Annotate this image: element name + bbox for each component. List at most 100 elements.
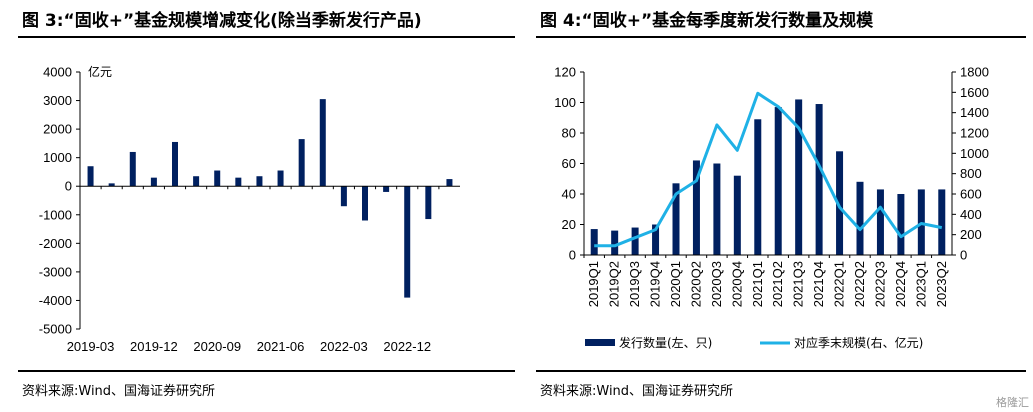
- left-y-tick-label: 60: [562, 156, 576, 171]
- x-tick-label: 2022Q1: [832, 261, 847, 307]
- x-tick-label: 2022-03: [320, 339, 368, 354]
- y-tick-label: 2000: [43, 122, 72, 137]
- line-series: [594, 91, 943, 248]
- right-y-tick-label: 1000: [960, 146, 989, 161]
- x-tick-label: 2019-03: [67, 339, 115, 354]
- left-source-rule: [18, 370, 515, 372]
- bar: [836, 151, 844, 255]
- right-y-tick-label: 1400: [960, 105, 989, 120]
- bar: [256, 176, 263, 187]
- right-y-tick-label: 600: [960, 187, 982, 202]
- x-tick-label: 2020Q4: [729, 261, 744, 307]
- bar: [235, 177, 242, 187]
- bar: [108, 183, 115, 187]
- x-tick-label: 2020Q1: [668, 261, 683, 307]
- x-tick-label: 2021Q1: [750, 261, 765, 307]
- x-tick-label: 2020-09: [193, 339, 241, 354]
- bar: [362, 186, 368, 221]
- left-y-tick-label: 20: [562, 217, 576, 232]
- left-title-rule: [18, 36, 515, 38]
- right-y-tick-label: 1600: [960, 85, 989, 100]
- x-tick-label: 2023Q1: [913, 261, 928, 307]
- left-y-tick-label: 40: [562, 187, 576, 202]
- bar: [733, 175, 741, 255]
- x-tick-label: 2021Q2: [770, 261, 785, 307]
- y-tick-label: 3000: [43, 93, 72, 108]
- x-tick-label: 2022-12: [383, 339, 431, 354]
- right-y-tick-label: 800: [960, 166, 982, 181]
- y-tick-label: 1000: [43, 150, 72, 165]
- bar: [611, 230, 619, 255]
- right-title-rule: [536, 36, 1026, 38]
- x-tick-label: 2020Q3: [709, 261, 724, 307]
- right-y-tick-label: 1800: [960, 65, 989, 80]
- left-y-tick-label: 80: [562, 126, 576, 141]
- bar: [876, 189, 884, 255]
- bar: [87, 166, 94, 187]
- bar: [404, 186, 411, 298]
- bar: [672, 183, 680, 255]
- x-tick-label: 2019-12: [130, 339, 178, 354]
- x-tick-label: 2022Q2: [852, 261, 867, 307]
- bar: [383, 186, 390, 192]
- left-source-note: 资料来源:Wind、国海证券研究所: [22, 384, 216, 399]
- bar: [277, 170, 284, 187]
- bar: [298, 139, 305, 187]
- x-tick-label: 2022Q3: [872, 261, 887, 307]
- legend-bar-label: 发行数量(左、只): [619, 335, 712, 350]
- y-tick-label: 4000: [43, 65, 72, 80]
- bar: [815, 104, 823, 256]
- right-chart-title: 图 4:“固收+”基金每季度新发行数量及规模: [540, 11, 874, 31]
- right-y-tick-label: 400: [960, 207, 982, 222]
- left-y-tick-label: 100: [554, 95, 576, 110]
- bar: [652, 224, 660, 255]
- bar: [150, 177, 157, 187]
- left-y-tick-label: 0: [569, 248, 576, 263]
- x-tick-label: 2019Q1: [586, 261, 601, 307]
- x-tick-label: 2019Q3: [627, 261, 642, 307]
- y-tick-label: -4000: [39, 293, 72, 308]
- left-y-tick-label: 120: [554, 65, 576, 80]
- right-y-tick-label: 200: [960, 227, 982, 242]
- left-chart-title: 图 3:“固收+”基金规模增减变化(除当季新发行产品): [22, 11, 422, 31]
- x-tick-label: 2021-06: [257, 339, 305, 354]
- bar: [446, 179, 453, 187]
- y-axis-unit-label: 亿元: [88, 64, 112, 79]
- bar: [631, 227, 639, 255]
- bar: [713, 163, 721, 255]
- bar: [938, 189, 946, 255]
- legend-bar-swatch: [585, 339, 615, 346]
- y-tick-label: -2000: [39, 236, 72, 251]
- x-tick-label: 2019Q2: [607, 261, 622, 307]
- bar: [754, 119, 762, 256]
- x-tick-label: 2021Q3: [791, 261, 806, 307]
- bar: [795, 99, 803, 255]
- bar: [340, 186, 347, 207]
- bar: [214, 170, 221, 187]
- right-y-tick-label: 1200: [960, 126, 989, 141]
- y-tick-label: 0: [65, 179, 72, 194]
- legend-line-label: 对应季末规模(右、亿元): [794, 335, 923, 350]
- x-tick-label: 2022Q4: [893, 261, 908, 307]
- watermark-logo: 格隆汇: [996, 396, 1029, 409]
- bar: [774, 107, 782, 255]
- bar: [897, 194, 905, 255]
- right-source-rule: [536, 370, 1026, 372]
- y-tick-label: -3000: [39, 264, 72, 279]
- bar: [172, 141, 178, 187]
- bar: [425, 186, 432, 220]
- x-tick-label: 2021Q4: [811, 261, 826, 307]
- right-y-tick-label: 0: [960, 248, 967, 263]
- x-tick-label: 2020Q2: [688, 261, 703, 307]
- bar: [692, 160, 700, 255]
- bar: [193, 176, 200, 187]
- x-tick-label: 2019Q4: [648, 261, 663, 307]
- bar: [129, 151, 136, 187]
- bar: [319, 99, 326, 187]
- y-tick-label: -1000: [39, 207, 72, 222]
- bar: [856, 181, 864, 255]
- x-tick-label: 2023Q2: [934, 261, 949, 307]
- bar: [590, 229, 598, 255]
